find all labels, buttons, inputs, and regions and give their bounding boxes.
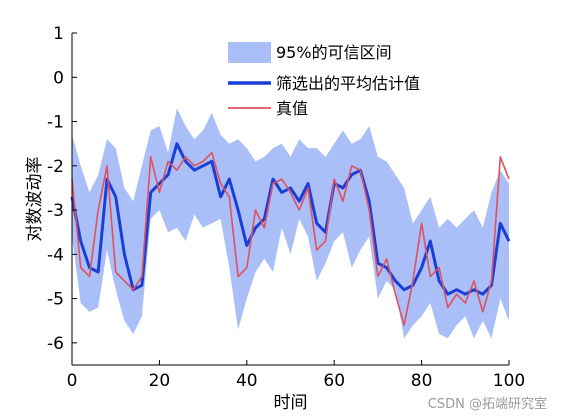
- legend-swatch-band: [228, 42, 271, 63]
- legend-item-band: 95%的可信区间: [228, 42, 392, 63]
- x-tick-label: 40: [236, 371, 258, 391]
- y-tick-label: -3: [47, 201, 64, 221]
- x-tick-label: 60: [323, 371, 345, 391]
- x-tick-label: 100: [493, 371, 525, 391]
- x-tick-label: 20: [149, 371, 171, 391]
- series-band-credible-interval: [72, 108, 509, 339]
- x-axis-label: 时间: [274, 393, 308, 413]
- watermark: CSDN @拓端研究室: [427, 397, 547, 412]
- y-tick-label: -5: [47, 290, 64, 310]
- line-layer: [70, 142, 511, 327]
- legend-item-true: 真值: [228, 99, 308, 118]
- band-layer: [72, 108, 509, 339]
- legend-label: 真值: [276, 99, 308, 118]
- y-tick-label: -1: [47, 113, 64, 133]
- series-line-filtered-mean: [70, 142, 511, 296]
- legend-label: 筛选出的平均估计值: [276, 74, 420, 93]
- y-tick-label: -6: [47, 334, 64, 354]
- x-tick-label: 0: [67, 371, 78, 391]
- y-tick-label: 1: [53, 24, 64, 44]
- legend-item-mean: 筛选出的平均估计值: [228, 74, 420, 93]
- series-line-true-value: [71, 151, 510, 327]
- y-tick-label: -4: [47, 245, 64, 265]
- y-axis-label: 对数波动率: [25, 157, 45, 242]
- legend-label: 95%的可信区间: [276, 43, 392, 62]
- y-tick-label: -2: [47, 157, 64, 177]
- y-tick-label: 0: [53, 68, 64, 88]
- x-tick-label: 80: [411, 371, 433, 391]
- axes-layer: 0 20 40 60 80 100 1 0 -1 -2 -3 -4 -5 -6: [47, 24, 525, 391]
